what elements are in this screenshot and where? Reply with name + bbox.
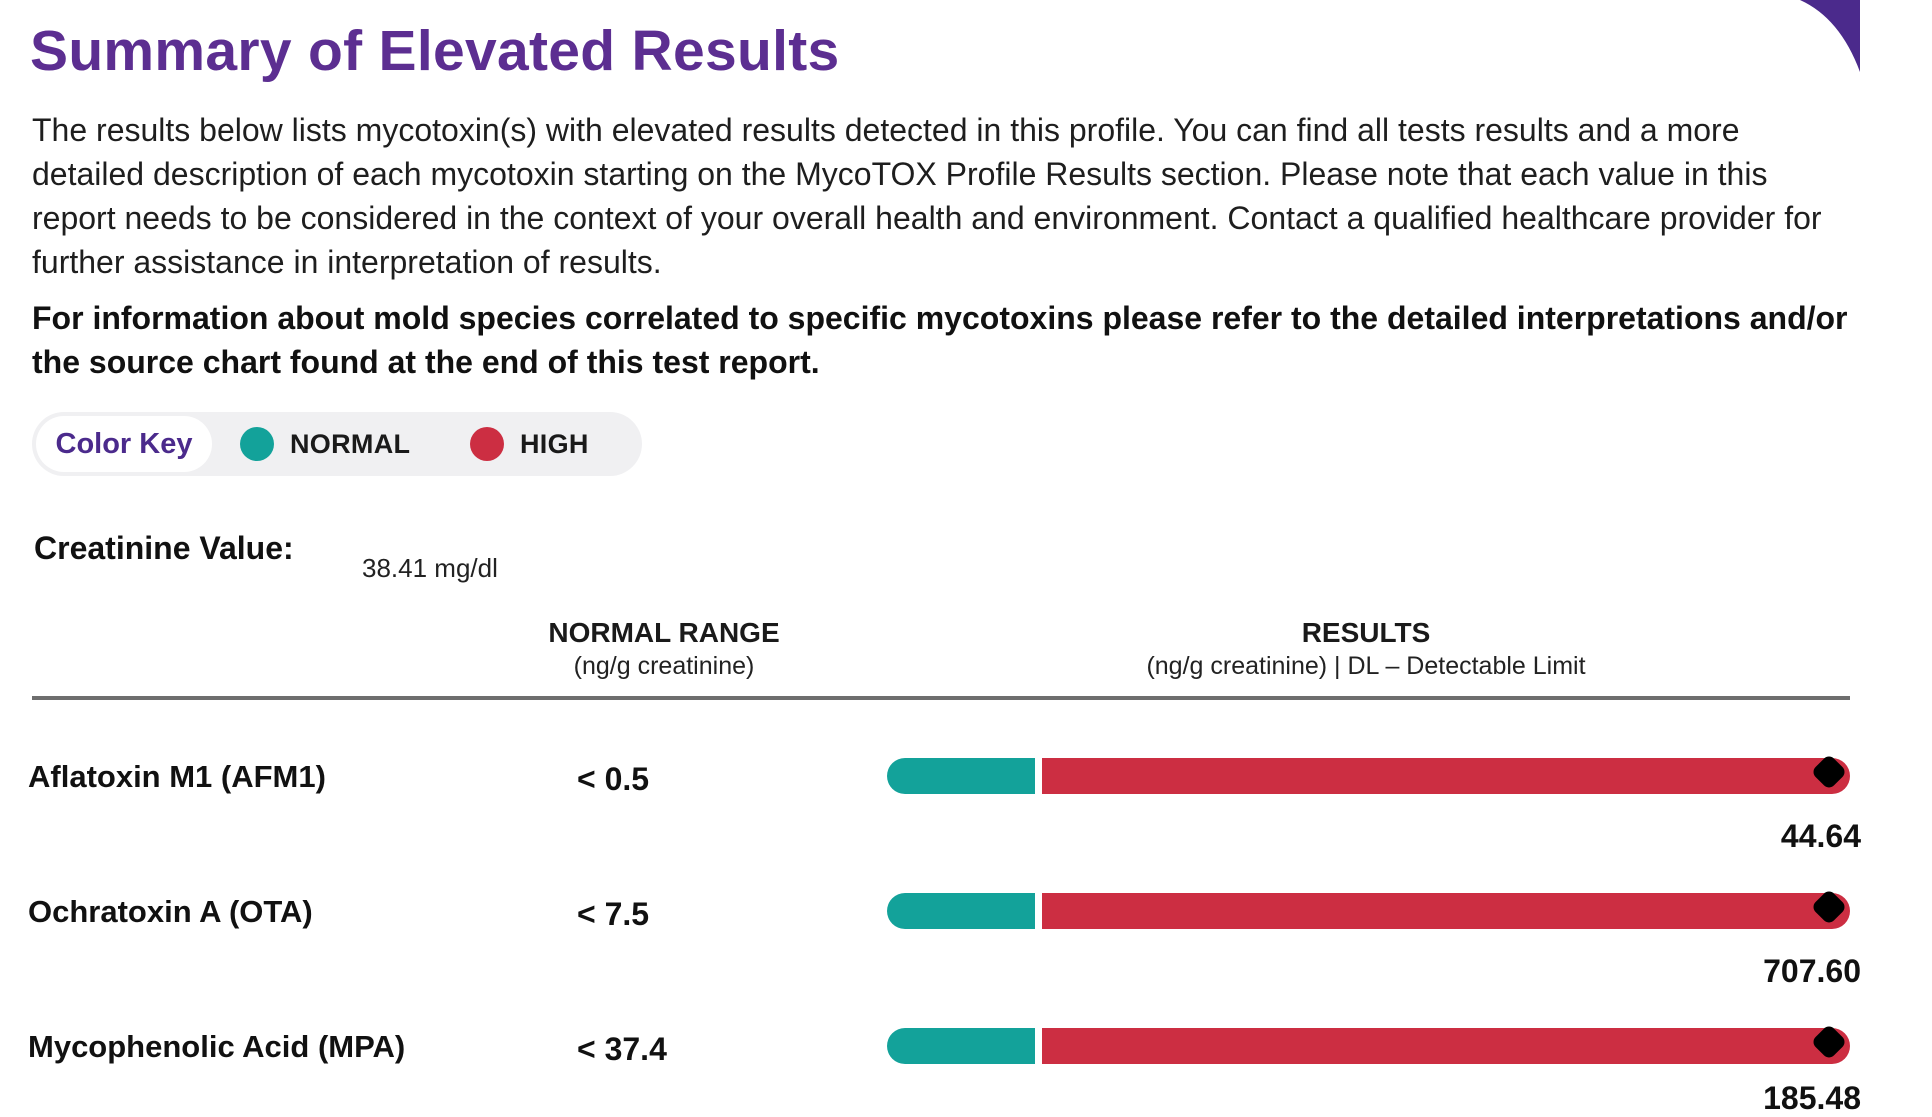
normal-dot-icon	[240, 427, 274, 461]
corner-accent-shape	[1800, 0, 1860, 72]
high-bar-segment	[1042, 893, 1850, 929]
normal-range-value: < 37.4	[577, 1031, 667, 1067]
results-header: RESULTS (ng/g creatinine) | DL – Detecta…	[1066, 616, 1666, 682]
normal-range-value: < 7.5	[577, 896, 650, 932]
creatinine-label: Creatinine Value:	[34, 530, 294, 566]
color-key-normal: NORMAL	[240, 412, 410, 476]
normal-bar-segment	[887, 758, 1035, 794]
result-value: 44.64	[1780, 818, 1861, 854]
color-key-label: Color Key	[36, 416, 212, 472]
mycotoxin-name: Mycophenolic Acid (MPA)	[28, 1029, 406, 1064]
color-key-normal-label: NORMAL	[290, 428, 411, 459]
result-value: 707.60	[1763, 953, 1861, 989]
color-key-high-label: HIGH	[520, 428, 589, 459]
high-dot-icon	[470, 427, 504, 461]
normal-bar-segment	[887, 893, 1035, 929]
results-units: (ng/g creatinine) | DL – Detectable Limi…	[1146, 652, 1586, 680]
results-title: RESULTS	[1301, 617, 1431, 648]
page-title: Summary of Elevated Results	[30, 19, 840, 83]
header-divider	[32, 696, 1850, 700]
normal-range-header: NORMAL RANGE (ng/g creatinine)	[464, 616, 864, 682]
creatinine-value: 38.41 mg/dl	[362, 553, 498, 583]
color-key: Color Key NORMAL HIGH	[32, 412, 642, 476]
normal-bar-segment	[887, 1028, 1035, 1064]
mycotoxin-name: Ochratoxin A (OTA)	[28, 894, 313, 929]
mycotoxin-name: Aflatoxin M1 (AFM1)	[28, 759, 326, 794]
high-bar-segment	[1042, 758, 1850, 794]
normal-range-title: NORMAL RANGE	[548, 617, 780, 648]
normal-range-units: (ng/g creatinine)	[573, 652, 755, 680]
high-bar-segment	[1042, 1028, 1850, 1064]
intro-paragraph: The results below lists mycotoxin(s) wit…	[32, 112, 1822, 280]
color-key-high: HIGH	[470, 412, 589, 476]
mold-species-note: For information about mold species corre…	[32, 300, 1848, 380]
normal-range-value: < 0.5	[577, 761, 650, 797]
